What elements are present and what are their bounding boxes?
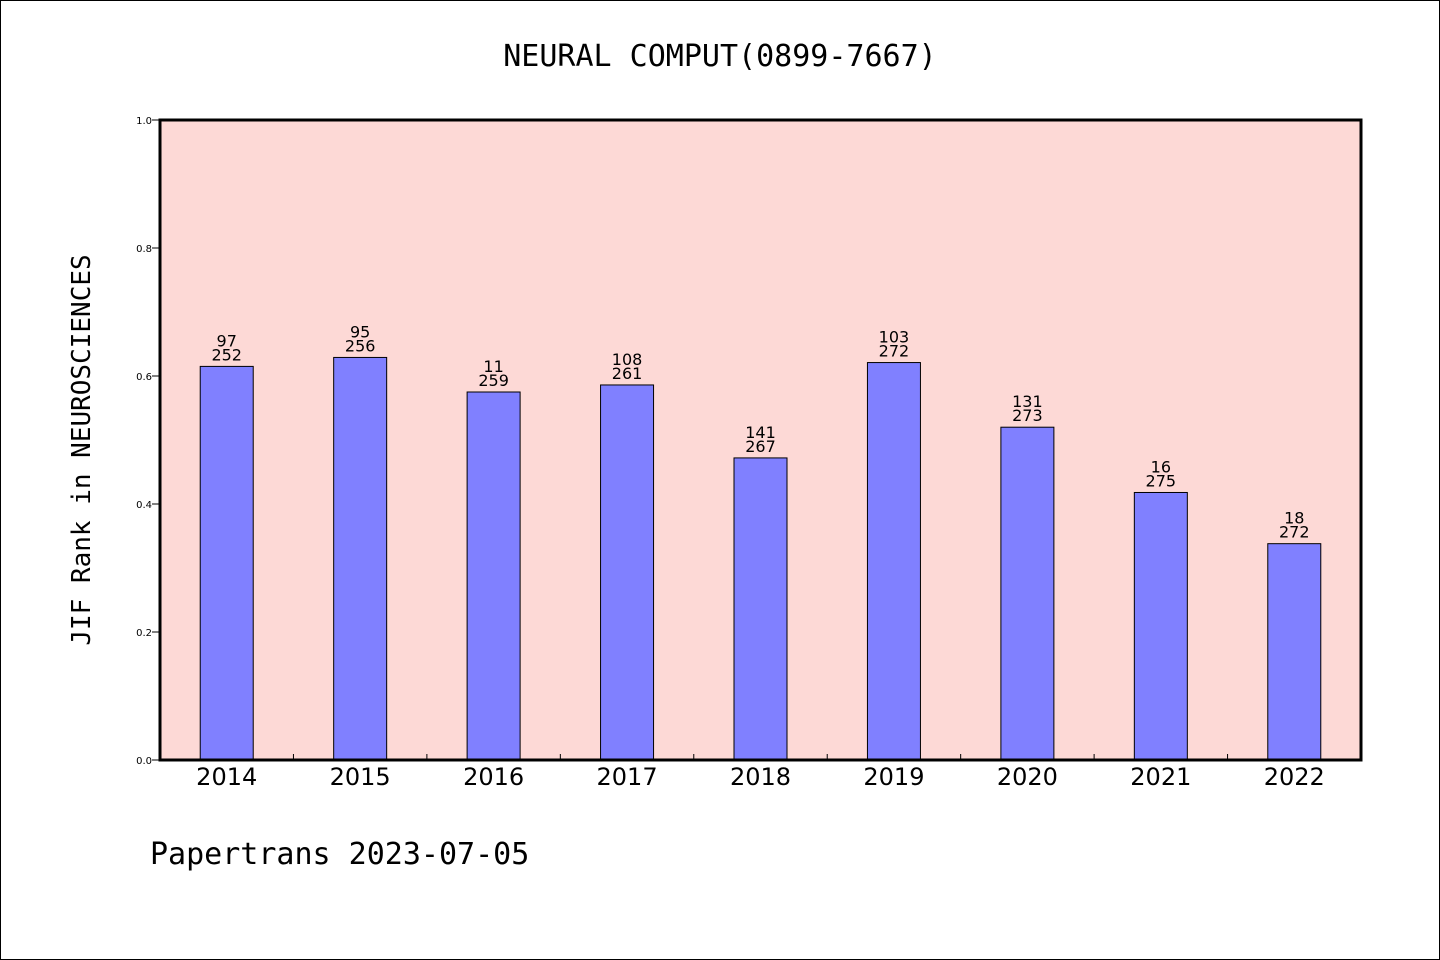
x-tick-label: 2020 <box>997 763 1058 791</box>
data-label-total: 273 <box>1012 406 1043 425</box>
x-tick-label: 2015 <box>330 763 391 791</box>
chart-title: NEURAL COMPUT(0899-7667) <box>503 39 936 74</box>
data-label-rank: 108 <box>612 350 643 369</box>
data-label-total: 267 <box>745 437 776 456</box>
data-label-rank: 131 <box>1012 392 1043 411</box>
bar <box>866 362 921 761</box>
data-label-total: 275 <box>1146 471 1177 490</box>
bar <box>733 457 788 761</box>
data-label-total: 272 <box>1279 523 1310 542</box>
data-label-rank: 18 <box>1284 509 1304 528</box>
x-tick-label: 2014 <box>196 763 257 791</box>
bar <box>1267 543 1322 761</box>
data-label-rank: 95 <box>350 322 370 341</box>
footer-text: Papertrans 2023-07-05 <box>150 837 529 872</box>
data-label-rank: 16 <box>1151 457 1171 476</box>
bar <box>1133 491 1188 761</box>
y-tick-label: 0.6 <box>136 372 152 383</box>
x-tick-label: 2018 <box>730 763 791 791</box>
plot-border <box>158 118 1363 762</box>
y-axis: 0.0 0.2 0.4 0.6 0.8 1.0 <box>136 116 160 767</box>
x-tick-label: 2016 <box>463 763 524 791</box>
y-tick-label: 1.0 <box>136 116 152 127</box>
bars-group: 9725295256112591082611412671032721312731… <box>199 322 1322 761</box>
data-label-total: 259 <box>478 371 509 390</box>
x-axis: 2014 2015 2016 2017 2018 2019 2020 2021 2022 <box>196 754 1325 791</box>
y-tick-label: 0.4 <box>136 500 152 511</box>
x-tick-label: 2022 <box>1264 763 1325 791</box>
x-tick-label: 2019 <box>863 763 924 791</box>
data-label-total: 256 <box>345 336 376 355</box>
data-label-total: 261 <box>612 364 643 383</box>
bar <box>333 356 388 761</box>
y-tick-label: 0.2 <box>136 628 152 639</box>
y-axis-label: JIF Rank in NEUROSCIENCES <box>67 254 97 645</box>
y-tick-label: 0.8 <box>136 244 152 255</box>
x-tick-label: 2021 <box>1130 763 1191 791</box>
bar <box>1000 426 1055 761</box>
data-label-rank: 11 <box>483 357 503 376</box>
data-label-rank: 103 <box>879 328 910 347</box>
data-label-rank: 141 <box>745 423 776 442</box>
data-label-rank: 97 <box>217 331 237 350</box>
bar <box>600 384 655 761</box>
data-label-total: 272 <box>879 342 910 361</box>
bar <box>466 391 521 761</box>
bar <box>199 365 254 761</box>
data-label-total: 252 <box>211 345 242 364</box>
y-tick-label: 0.0 <box>136 756 152 767</box>
x-tick-label: 2017 <box>597 763 658 791</box>
